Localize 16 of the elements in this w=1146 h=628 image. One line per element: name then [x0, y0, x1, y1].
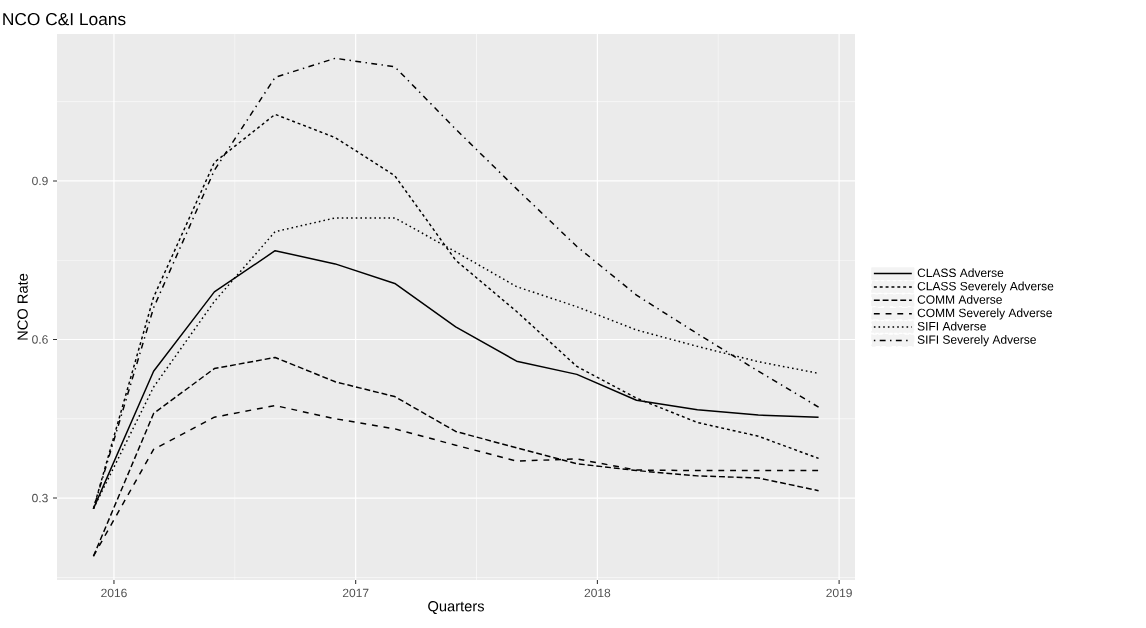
y-tick-label: 0.9: [32, 176, 48, 186]
legend-label: COMM Adverse: [917, 294, 1002, 304]
x-tick-label: 2019: [826, 588, 852, 598]
legend-label: CLASS Severely Adverse: [917, 281, 1054, 293]
legend-label: CLASS Adverse: [917, 268, 1004, 278]
x-tick-label: 2017: [342, 588, 369, 598]
y-axis-title: NCO Rate: [17, 273, 28, 340]
y-tick-label: 0.3: [32, 493, 48, 503]
legend-label: COMM Severely Adverse: [917, 308, 1052, 320]
legend-label: SIFI Adverse: [917, 321, 986, 331]
y-tick-label: 0.6: [32, 335, 48, 344]
x-tick-label: 2016: [101, 588, 127, 598]
x-axis-title: Quarters: [428, 601, 484, 615]
legend-label: SIFI Severely Adverse: [917, 335, 1036, 347]
chart-title: NCO C&I Loans: [3, 13, 126, 26]
x-tick-label: 2018: [584, 588, 611, 598]
